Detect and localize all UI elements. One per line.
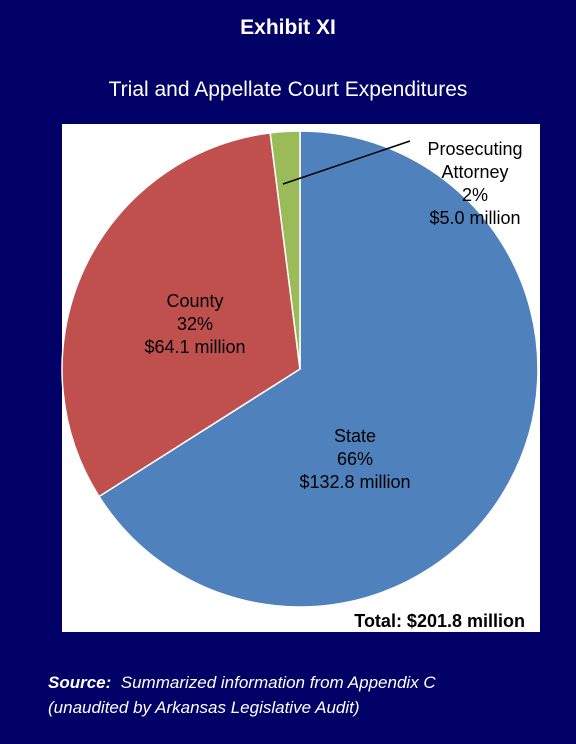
slice-label-line: County <box>166 291 224 311</box>
chart-title: Exhibit XI <box>240 16 336 39</box>
slice <box>269 130 301 370</box>
slice-label-line: 32% <box>176 314 214 334</box>
slice-label: County 32% $64.1 million <box>120 290 270 359</box>
slice <box>98 130 539 608</box>
total-label: Total: $201.8 million <box>354 611 525 631</box>
slice-label: Prosecuting Attorney 2% $5.0 million <box>410 138 540 230</box>
slice-label-line: $132.8 million <box>299 472 411 492</box>
source-line: Source: Summarized information from Appe… <box>48 670 436 695</box>
source-line: (unaudited by Arkansas Legislative Audit… <box>48 698 360 717</box>
pie <box>61 130 539 608</box>
source: Source: Summarized information from Appe… <box>48 670 436 720</box>
slice-label-line: $5.0 million <box>429 208 521 228</box>
slice-label-line: Prosecuting Attorney <box>427 139 523 182</box>
leader-line <box>282 140 411 185</box>
slice-label-line: 2% <box>461 185 488 205</box>
chart-subtitle: Trial and Appellate Court Expenditures <box>108 78 468 101</box>
slice <box>61 132 301 498</box>
source-text: Summarized information from Appendix C <box>120 673 436 692</box>
slice-label: State 66% $132.8 million <box>280 425 430 494</box>
slice-label-line: State <box>333 426 377 446</box>
slice-label-line: 66% <box>336 449 374 469</box>
source-label: Source: <box>48 673 112 692</box>
slice-label-line: $64.1 million <box>144 337 246 357</box>
